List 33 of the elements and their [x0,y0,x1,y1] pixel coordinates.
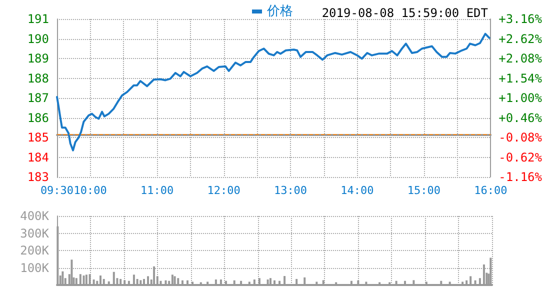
legend-label: 价格 [266,4,293,19]
y-tick-label: 400K [20,209,50,223]
x-tick-label: 14:00 [340,184,374,197]
y2-tick-label: -0.08% [498,130,543,144]
y2-tick-label: -1.16% [498,170,543,184]
y-tick-label: 190 [27,32,49,46]
y2-tick-label: +1.54% [498,71,543,86]
x-tick-label: 09:30 [40,184,74,197]
y-tick-label: 183 [27,170,49,184]
y-tick-label: 100K [20,260,50,275]
y-tick-label: 184 [27,150,49,164]
y-tick-label: 189 [27,52,49,66]
y2-tick-label: +2.62% [498,32,543,46]
y-tick-label: 300K [20,226,50,240]
x-tick-label: 12:00 [207,184,240,197]
x-tick-label: 11:00 [140,184,174,197]
y-tick-label: 186 [27,110,49,125]
y-tick-label: 188 [27,71,49,86]
x-tick-label: 16:00 [474,184,508,197]
y-tick-label: 185 [27,130,49,144]
x-tick-label: 10:00 [74,184,107,197]
y2-tick-label: -0.62% [498,150,543,164]
line-series [56,32,490,152]
x-tick-label: 15:00 [407,184,440,197]
x-tick-label: 13:00 [274,184,308,197]
y-tick-label: 200K [20,244,50,258]
y-tick-label: 187 [27,91,49,105]
y2-tick-label: +0.46% [498,110,543,125]
chart-subtitle: 2019-08-08 15:59:00 EDT [322,6,488,20]
y2-tick-label: +3.16% [498,12,543,26]
y2-tick-label: +1.00% [498,91,543,105]
y-tick-label: 191 [27,12,49,26]
y2-tick-label: +2.08% [498,52,543,66]
